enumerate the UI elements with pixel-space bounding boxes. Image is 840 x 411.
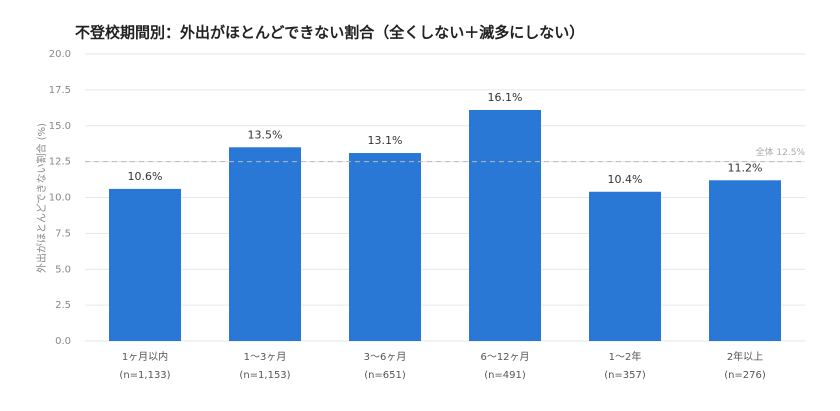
bar <box>109 188 181 341</box>
x-tick-label: 1ヶ月以内 <box>122 350 168 363</box>
bar <box>469 109 541 341</box>
x-tick-sublabel: (n=651) <box>364 370 406 381</box>
value-label: 13.1% <box>368 134 403 147</box>
x-tick-label: 1～3ヶ月 <box>244 351 287 363</box>
value-label: 13.5% <box>248 128 283 141</box>
reference-label: 全体 12.5% <box>756 146 806 158</box>
x-tick-sublabel: (n=491) <box>484 370 526 381</box>
x-tick-label: 3～6ヶ月 <box>364 351 407 363</box>
x-tick-label: 2年以上 <box>727 350 763 363</box>
y-tick-label: 0.0 <box>55 336 71 347</box>
x-tick-sublabel: (n=1,153) <box>239 370 290 381</box>
bar <box>709 180 781 341</box>
value-label: 10.4% <box>608 173 643 186</box>
y-tick-label: 7.5 <box>55 228 71 239</box>
x-tick-sublabel: (n=276) <box>724 370 766 381</box>
x-tick-label: 6～12ヶ月 <box>480 351 529 363</box>
y-tick-label: 12.5 <box>49 157 71 168</box>
chart-title: 不登校期間別：外出がほとんどできない割合（全くしない＋滅多にしない） <box>75 24 584 42</box>
value-label: 16.1% <box>488 91 523 104</box>
bar <box>349 153 421 341</box>
y-axis-label: 外出がほとんどできない割合 (%) <box>35 123 48 273</box>
y-tick-label: 10.0 <box>49 193 71 204</box>
x-tick-label: 1～2年 <box>609 350 642 363</box>
bar <box>589 191 661 341</box>
value-label: 11.2% <box>728 161 763 174</box>
y-tick-label: 15.0 <box>49 121 71 132</box>
y-tick-label: 5.0 <box>55 264 71 275</box>
y-tick-label: 20.0 <box>49 49 71 60</box>
y-tick-label: 17.5 <box>49 85 71 96</box>
value-label: 10.6% <box>128 170 163 183</box>
x-tick-sublabel: (n=357) <box>604 370 646 381</box>
x-tick-sublabel: (n=1,133) <box>119 370 170 381</box>
bar <box>229 147 301 341</box>
y-tick-label: 2.5 <box>55 300 71 311</box>
